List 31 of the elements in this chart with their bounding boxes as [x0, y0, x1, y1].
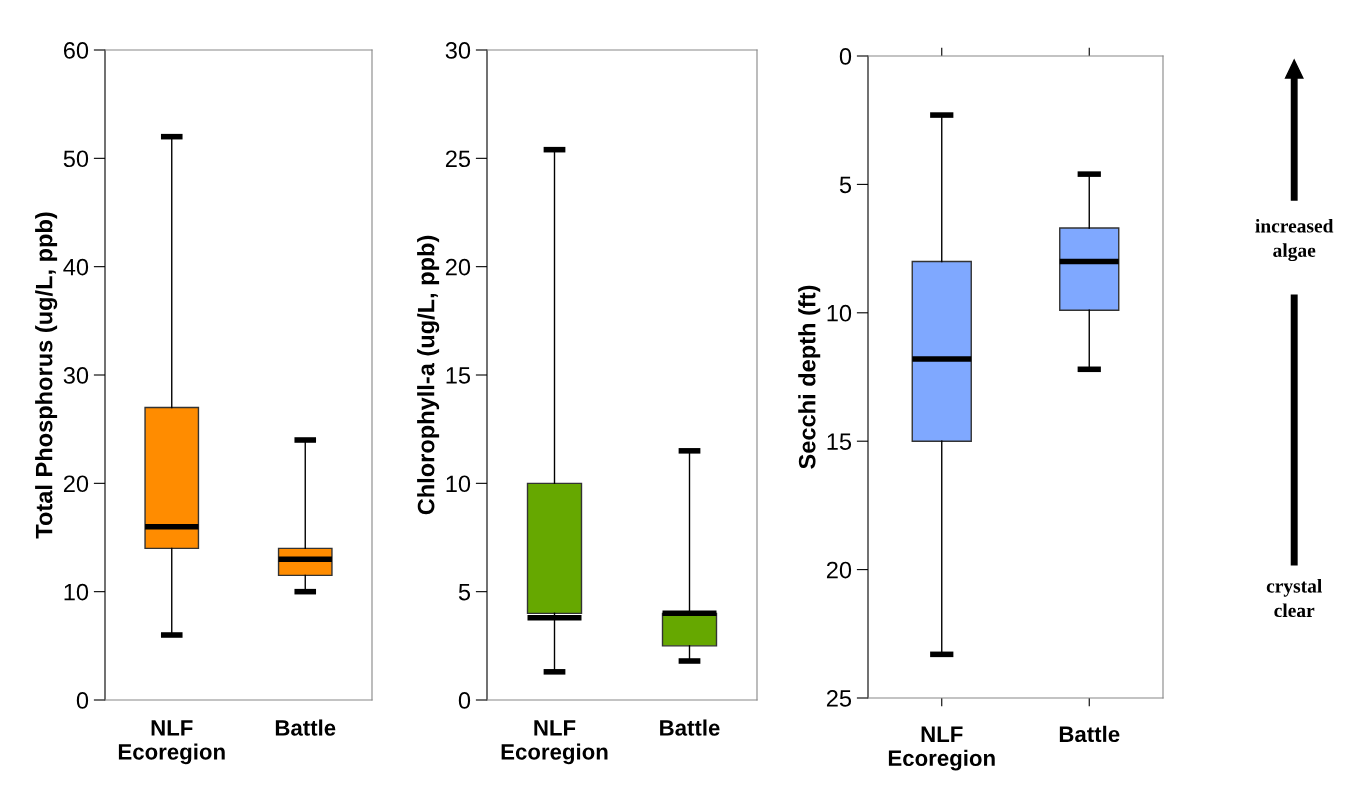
- text: increased algae: [1255, 218, 1334, 262]
- y-tick-label: 50: [63, 150, 89, 168]
- y-axis-title: Chlorophyll-a (ug/L, ppb): [417, 235, 440, 515]
- x-tick-label: NLF Ecoregion: [501, 720, 608, 765]
- x-tick-label: NLF Ecoregion: [118, 720, 225, 765]
- y-tick-label: 5: [839, 176, 852, 194]
- y-tick-label: 30: [63, 367, 89, 384]
- x-tick-label: Battle: [660, 719, 720, 736]
- y-tick-label: 15: [446, 367, 471, 384]
- x-tick-label: Battle: [275, 719, 336, 736]
- y-tick-label: 30: [445, 42, 471, 59]
- x-tick-label: Battle: [1059, 725, 1120, 743]
- y-tick-label: 10: [446, 475, 471, 493]
- y-tick-label: 15: [827, 433, 852, 450]
- y-axis-title: Total Phosphorus (ug/L, ppb): [35, 212, 58, 539]
- x-tick-label: NLF Ecoregion: [888, 726, 995, 771]
- y-tick-label: 5: [458, 583, 471, 601]
- text: crystal clear: [1266, 578, 1322, 618]
- y-tick-label: 0: [839, 48, 852, 65]
- y-tick-label: 10: [64, 583, 89, 601]
- y-tick-label: 0: [458, 692, 471, 709]
- y-tick-label: 60: [63, 42, 89, 59]
- y-axis-title: Secchi depth (ft): [798, 285, 821, 469]
- y-tick-label: 20: [63, 475, 89, 493]
- y-tick-label: 40: [63, 258, 89, 276]
- y-tick-label: 20: [826, 561, 852, 579]
- y-tick-label: 25: [445, 150, 471, 168]
- y-tick-label: 0: [76, 692, 89, 709]
- y-tick-label: 10: [827, 304, 852, 322]
- y-tick-label: 20: [445, 258, 471, 276]
- y-tick-label: 25: [826, 690, 852, 707]
